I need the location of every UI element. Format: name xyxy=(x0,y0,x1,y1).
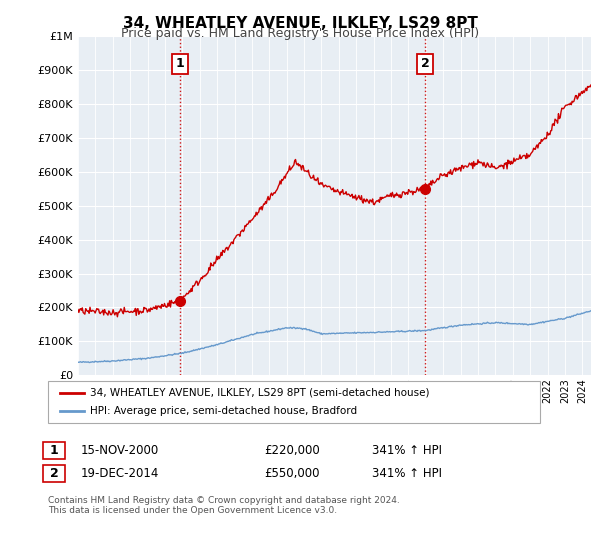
Text: Contains HM Land Registry data © Crown copyright and database right 2024.
This d: Contains HM Land Registry data © Crown c… xyxy=(48,496,400,515)
Text: 1: 1 xyxy=(50,444,58,458)
Text: 34, WHEATLEY AVENUE, ILKLEY, LS29 8PT (semi-detached house): 34, WHEATLEY AVENUE, ILKLEY, LS29 8PT (s… xyxy=(90,388,430,398)
Text: 341% ↑ HPI: 341% ↑ HPI xyxy=(372,466,442,480)
Text: 15-NOV-2000: 15-NOV-2000 xyxy=(81,444,159,458)
Text: 19-DEC-2014: 19-DEC-2014 xyxy=(81,466,160,480)
Text: 1: 1 xyxy=(176,57,185,70)
Text: Price paid vs. HM Land Registry's House Price Index (HPI): Price paid vs. HM Land Registry's House … xyxy=(121,27,479,40)
Text: £550,000: £550,000 xyxy=(264,466,320,480)
Text: 341% ↑ HPI: 341% ↑ HPI xyxy=(372,444,442,458)
Text: HPI: Average price, semi-detached house, Bradford: HPI: Average price, semi-detached house,… xyxy=(90,406,357,416)
Text: £220,000: £220,000 xyxy=(264,444,320,458)
Text: 2: 2 xyxy=(50,466,58,480)
Text: 34, WHEATLEY AVENUE, ILKLEY, LS29 8PT: 34, WHEATLEY AVENUE, ILKLEY, LS29 8PT xyxy=(122,16,478,31)
Text: 2: 2 xyxy=(421,57,430,70)
